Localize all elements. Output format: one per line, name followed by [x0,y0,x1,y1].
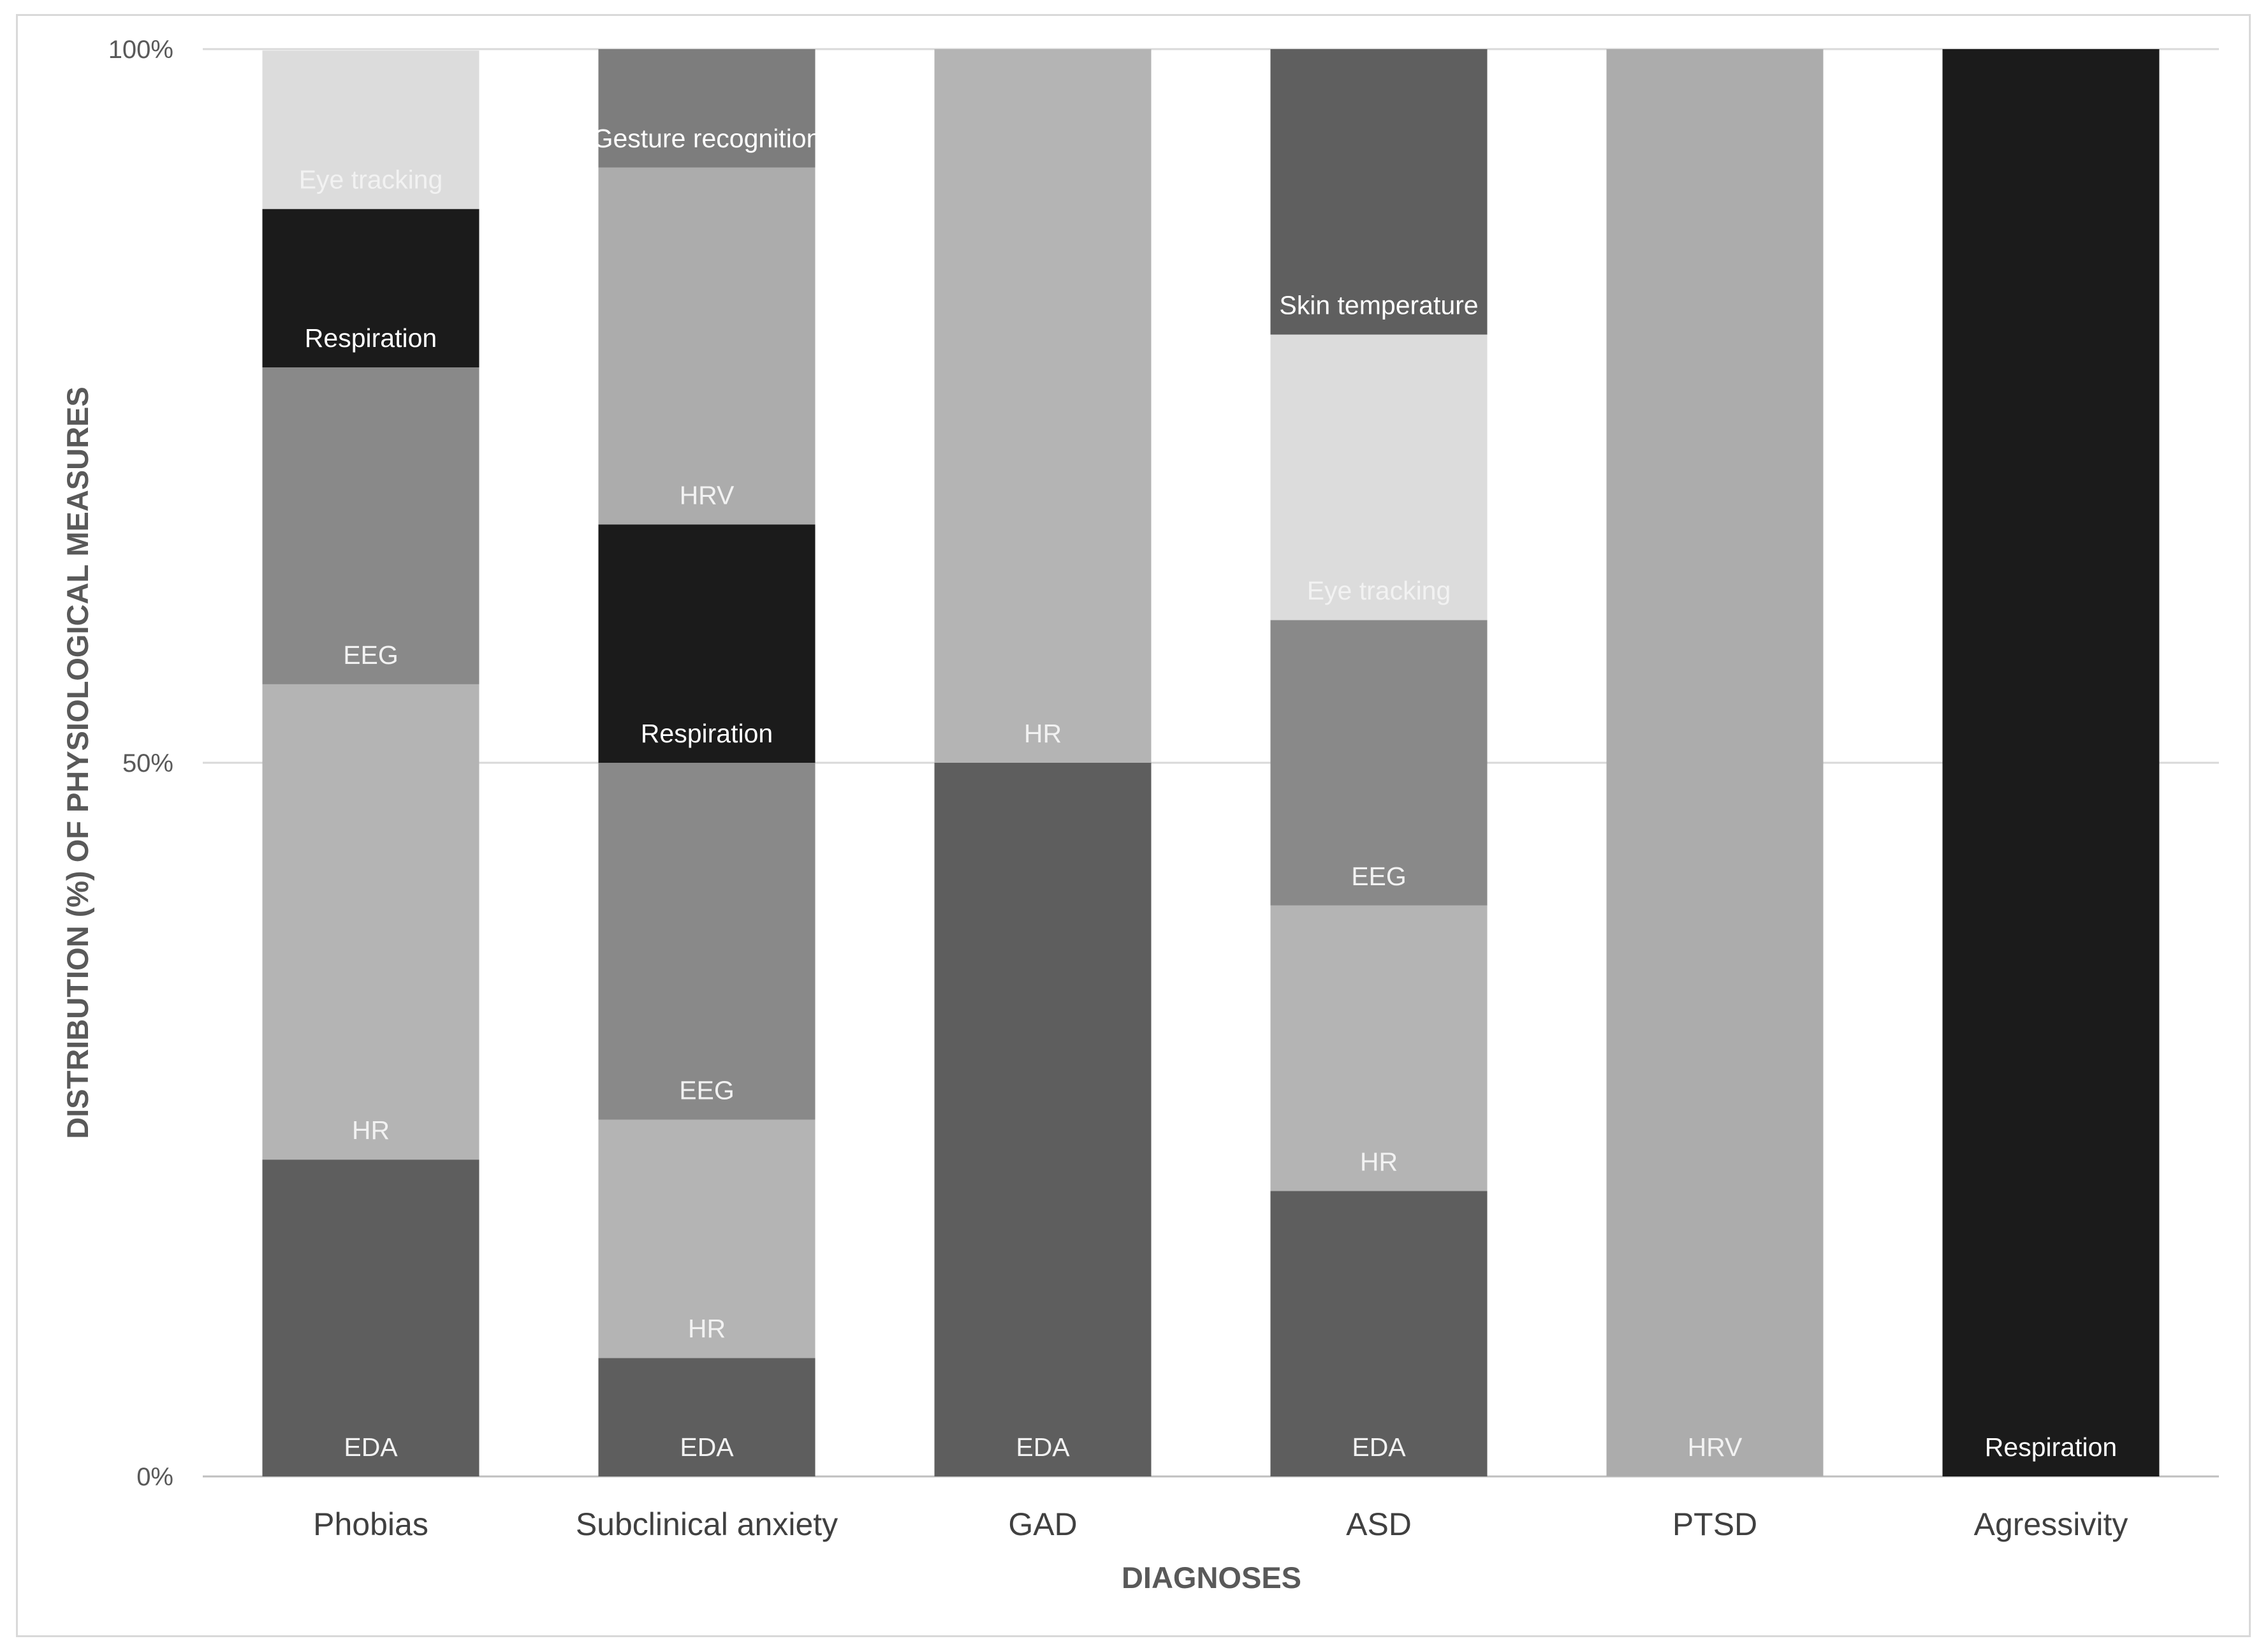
bar-segment-label: HR [1360,1147,1398,1176]
bar-segment-label: EEG [343,640,399,670]
y-tick-label: 100% [108,36,173,64]
bar-segment-label: HRV [1688,1432,1743,1462]
bar-segment [262,684,479,1160]
x-category-label: GAD [1008,1506,1077,1542]
bar-segment-label: HR [688,1314,726,1343]
bar-segment-label: EDA [1352,1432,1406,1462]
bar-stack: HRV [1606,49,1824,1476]
bar-segment-label: HR [352,1115,390,1145]
bar-segment [1270,905,1488,1191]
bar-segment [262,367,479,684]
bars: EDA HR EEG Respiration Eye tracking EDA HR EEG R… [262,49,2160,1476]
bar-segment [934,763,1152,1476]
x-category-label: Agressivity [1974,1506,2128,1542]
x-category-label: Subclinical anxiety [576,1506,838,1542]
bar-segment-label: EEG [679,1076,735,1105]
bar-segment-label: Eye tracking [299,165,443,195]
bar-segment [934,49,1152,763]
bar-stack: EDA HR [934,49,1152,1476]
bar-segment [1270,334,1488,621]
x-category-label: PTSD [1672,1506,1757,1542]
bar-segment [1270,1191,1488,1476]
y-tick-labels: 0% 50% 100% [108,36,173,1491]
gridlines [203,48,2219,1478]
x-category-labels: Phobias Subclinical anxiety GAD ASD PTSD Agre… [313,1506,2128,1542]
bar-segment [598,763,816,1120]
bar-segment [598,1358,816,1476]
bar-segment-label: Gesture recognition [593,124,821,153]
bar-segment-label: Respiration [641,719,773,748]
bar-stack: EDA HR EEG Respiration Eye tracking [262,50,479,1476]
bar-stack: EDA HR EEG Eye tracking Skin temperature [1270,49,1488,1476]
y-tick-label: 0% [136,1463,173,1491]
bar-segment [262,50,479,209]
bar-segment [262,209,479,368]
chart-frame [16,14,2251,1637]
bar-segment-label: EDA [680,1432,734,1462]
bar-stack: EDA HR EEG Respiration HRV Gesture recognitio… [593,49,821,1476]
bar-segment [598,1119,816,1358]
bar-segment-label: EEG [1351,862,1407,891]
bar-segment-label: HRV [680,480,735,510]
bar-segment [1270,620,1488,906]
bar-segment [1270,49,1488,335]
y-tick-label: 50% [122,749,173,777]
x-category-label: Phobias [313,1506,428,1542]
bar-segment [598,49,816,168]
x-category-label: ASD [1346,1506,1412,1542]
bar-segment [262,1159,479,1476]
bar-segment-label: EDA [344,1432,398,1462]
bar-segment-label: EDA [1016,1432,1070,1462]
bar-segment-label: Skin temperature [1279,291,1478,320]
x-axis-title: DIAGNOSES [1122,1561,1301,1594]
bar-segment [1942,49,2160,1476]
bar-segment-label: HR [1024,719,1062,748]
y-axis-title: DISTRIBUTION (%) OF PHYSIOLOGICAL MEASUR… [61,386,94,1138]
bar-stack: Respiration [1942,49,2160,1476]
bar-segment-label: Eye tracking [1307,576,1451,605]
bar-segment [598,524,816,763]
bar-segment [598,167,816,525]
bar-segment-label: Respiration [305,323,437,353]
bar-segment-label: Respiration [1985,1432,2117,1462]
bar-segment [1606,49,1824,1476]
